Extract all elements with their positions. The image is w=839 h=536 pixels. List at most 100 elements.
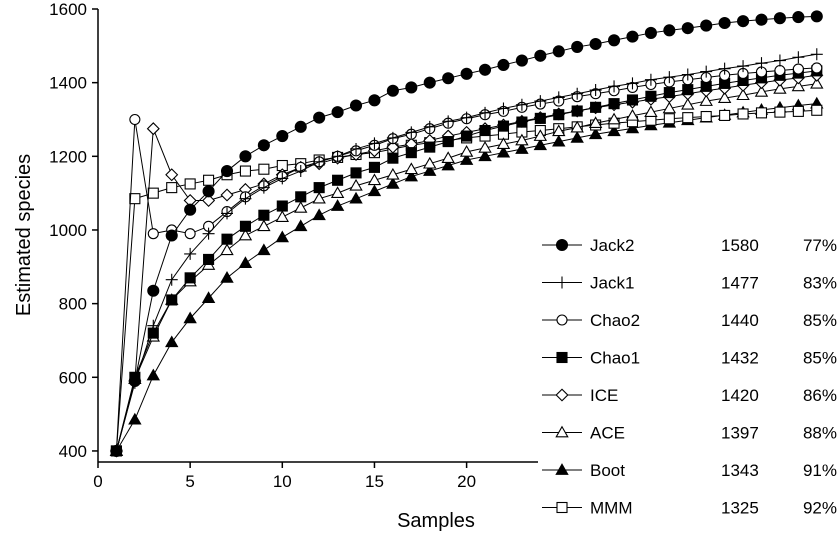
- data-point: [258, 163, 270, 175]
- data-point: [313, 182, 325, 194]
- data-point: [570, 120, 584, 133]
- legend-series-name: MMM: [590, 499, 632, 518]
- data-point: [203, 253, 215, 265]
- data-point: [737, 108, 749, 120]
- data-point: [147, 228, 159, 240]
- x-tick-label: 15: [365, 472, 384, 491]
- data-point: [515, 133, 529, 146]
- data-point: [607, 112, 621, 125]
- legend-series-name: Jack2: [590, 236, 634, 255]
- data-point: [294, 165, 307, 178]
- data-point: [441, 158, 455, 171]
- data-point: [330, 186, 345, 199]
- legend-percent: 83%: [803, 274, 837, 293]
- data-point: [533, 138, 548, 151]
- data-point: [330, 199, 345, 211]
- legend-estimate: 1343: [721, 461, 759, 480]
- data-point: [571, 40, 584, 53]
- data-point: [423, 164, 437, 176]
- data-point: [332, 174, 344, 186]
- data-point: [201, 291, 216, 303]
- data-point: [774, 64, 786, 77]
- data-point: [608, 98, 620, 110]
- data-point: [184, 228, 196, 240]
- data-point: [626, 30, 639, 43]
- data-point: [165, 168, 179, 182]
- data-point: [497, 102, 510, 115]
- data-point: [459, 153, 474, 165]
- data-point: [184, 178, 196, 190]
- legend-percent: 88%: [803, 424, 837, 443]
- legend-marker: [555, 425, 569, 438]
- legend-series-name: Jack1: [590, 274, 634, 293]
- data-point: [257, 139, 270, 152]
- data-point: [220, 243, 234, 256]
- data-point: [755, 13, 768, 26]
- data-point: [147, 319, 160, 332]
- data-point: [313, 155, 326, 168]
- legend-marker: [556, 314, 568, 326]
- data-point: [588, 116, 603, 129]
- data-point: [663, 87, 675, 99]
- tick-marks: [92, 8, 744, 468]
- legend-item-chao1: Chao1 1432 85%: [542, 349, 837, 368]
- data-point: [478, 140, 492, 153]
- data-point: [571, 105, 583, 117]
- data-point: [220, 164, 234, 178]
- legend-item-chao2: Chao2 1440 85%: [542, 311, 837, 330]
- data-point: [202, 193, 216, 208]
- legend-marker: [556, 501, 568, 514]
- data-point: [129, 193, 141, 205]
- data-point: [368, 94, 381, 107]
- legend-item-jack2: Jack2 1580 77%: [542, 236, 837, 255]
- data-point: [128, 412, 142, 425]
- data-point: [350, 167, 362, 179]
- data-point: [719, 109, 731, 121]
- data-point: [221, 207, 234, 220]
- data-point: [386, 131, 399, 144]
- legend: Jack2 1580 77%Jack1 1477 83%Chao2 1440 85%Chao…: [538, 226, 838, 528]
- data-point: [570, 131, 584, 143]
- data-point: [736, 88, 750, 101]
- legend-marker: [555, 238, 569, 252]
- data-point: [478, 149, 492, 162]
- data-point: [184, 203, 197, 216]
- data-point: [423, 120, 436, 133]
- data-point: [663, 113, 675, 125]
- data-point: [386, 177, 400, 189]
- data-point: [220, 188, 234, 202]
- data-point: [663, 24, 676, 37]
- data-point: [405, 81, 418, 94]
- data-point: [588, 127, 603, 140]
- data-point: [497, 58, 510, 72]
- data-point: [166, 182, 178, 194]
- series-jack1: [110, 48, 823, 457]
- data-point: [645, 90, 657, 102]
- legend-item-ace: ACE 1397 88%: [542, 424, 837, 443]
- data-point: [387, 152, 399, 164]
- data-point: [682, 84, 694, 96]
- data-point: [110, 444, 123, 458]
- legend-series-name: ACE: [590, 424, 625, 443]
- data-point: [644, 73, 657, 86]
- data-point: [184, 272, 196, 284]
- data-point: [257, 243, 271, 256]
- data-point: [607, 124, 621, 137]
- x-tick-label: 0: [93, 472, 102, 491]
- series-jack2: [110, 10, 823, 458]
- data-point: [590, 101, 602, 113]
- data-point: [774, 106, 786, 118]
- data-point: [276, 172, 289, 185]
- data-point: [239, 220, 251, 232]
- data-point: [626, 77, 639, 90]
- data-point: [386, 84, 399, 97]
- data-point: [644, 26, 657, 39]
- data-point: [681, 97, 695, 110]
- data-point: [165, 335, 179, 348]
- legend-series-name: Chao2: [590, 311, 640, 330]
- data-point: [810, 48, 823, 61]
- data-point: [239, 150, 252, 163]
- legend-item-ice: ICE 1420 86%: [542, 386, 837, 405]
- y-tick-label: 400: [59, 442, 87, 461]
- data-point: [257, 181, 270, 194]
